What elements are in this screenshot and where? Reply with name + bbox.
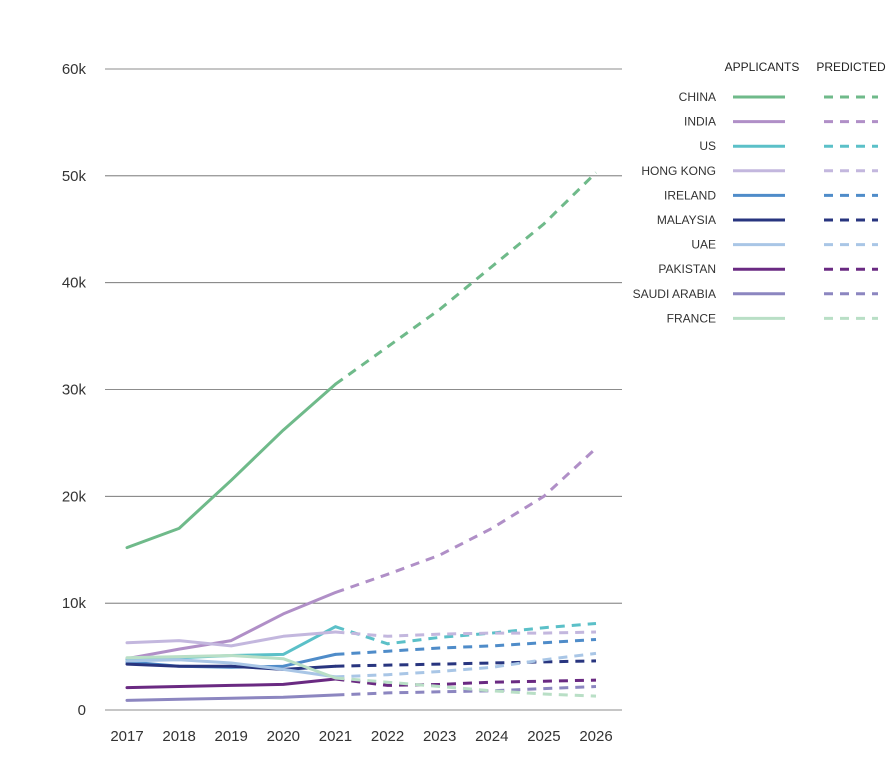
series-line-uae-predicted — [335, 651, 597, 679]
series-line-pakistan-predicted — [335, 677, 597, 687]
gridlines — [105, 68, 622, 711]
x-tick-label: 2018 — [162, 728, 195, 745]
y-tick-label: 50k — [62, 168, 87, 185]
legend-label-malaysia: MALAYSIA — [657, 213, 716, 227]
x-tick-label: 2022 — [371, 728, 404, 745]
y-tick-label: 60k — [62, 61, 87, 78]
series-line-india-predicted — [334, 447, 598, 594]
y-tick-label: 30k — [62, 382, 87, 399]
legend-header-predicted: PREDICTED — [816, 60, 886, 74]
series-line-india-actual — [125, 591, 337, 661]
legend-label-pakistan: PAKISTAN — [658, 262, 716, 276]
series-line-china-actual — [125, 382, 337, 550]
series-line-france-actual — [125, 654, 337, 680]
series-line-pakistan-actual — [125, 677, 337, 690]
x-tick-label: 2026 — [579, 728, 612, 745]
series-line-saudi-arabia-actual — [125, 693, 337, 702]
legend-label-france: FRANCE — [667, 311, 716, 325]
x-tick-label: 2025 — [527, 728, 560, 745]
series-lines — [125, 171, 598, 702]
series-line-hong-kong-actual — [125, 630, 337, 648]
legend-label-india: INDIA — [684, 115, 716, 129]
series-line-malaysia-actual — [125, 662, 337, 671]
x-tick-label: 2019 — [215, 728, 248, 745]
legend: APPLICANTS PREDICTED CHINA INDIA US HONG KO… — [633, 60, 886, 325]
x-tick-label: 2020 — [267, 728, 300, 745]
legend-label-uae: UAE — [691, 238, 716, 252]
legend-label-saudi-arabia: SAUDI ARABIA — [633, 287, 716, 301]
y-tick-label: 10k — [62, 595, 87, 612]
legend-header-applicants: APPLICANTS — [725, 60, 800, 74]
series-line-saudi-arabia-predicted — [335, 685, 597, 697]
series-line-us-predicted — [334, 622, 597, 646]
y-tick-label: 20k — [62, 488, 87, 505]
y-axis: 0 10k 20k 30k 40k 50k 60k — [62, 61, 87, 719]
series-line-france-predicted — [335, 676, 597, 698]
series-line-uae-actual — [125, 658, 337, 679]
legend-label-hong-kong: HONG KONG — [641, 164, 716, 178]
x-tick-label: 2021 — [319, 728, 352, 745]
legend-label-ireland: IRELAND — [664, 188, 716, 202]
series-line-malaysia-predicted — [335, 659, 597, 668]
x-tick-label: 2023 — [423, 728, 456, 745]
series-line-hong-kong-predicted — [335, 630, 597, 638]
y-tick-label: 0 — [78, 702, 86, 719]
series-line-china-predicted — [334, 171, 598, 386]
x-axis: 2017 2018 2019 2020 2021 2022 2023 2024 2025 2026 — [110, 728, 612, 745]
legend-label-us: US — [699, 139, 716, 153]
x-tick-label: 2017 — [110, 728, 143, 745]
x-tick-label: 2024 — [475, 728, 508, 745]
series-line-ireland-predicted — [335, 638, 597, 656]
y-tick-label: 40k — [62, 275, 87, 292]
legend-label-china: CHINA — [679, 90, 716, 104]
